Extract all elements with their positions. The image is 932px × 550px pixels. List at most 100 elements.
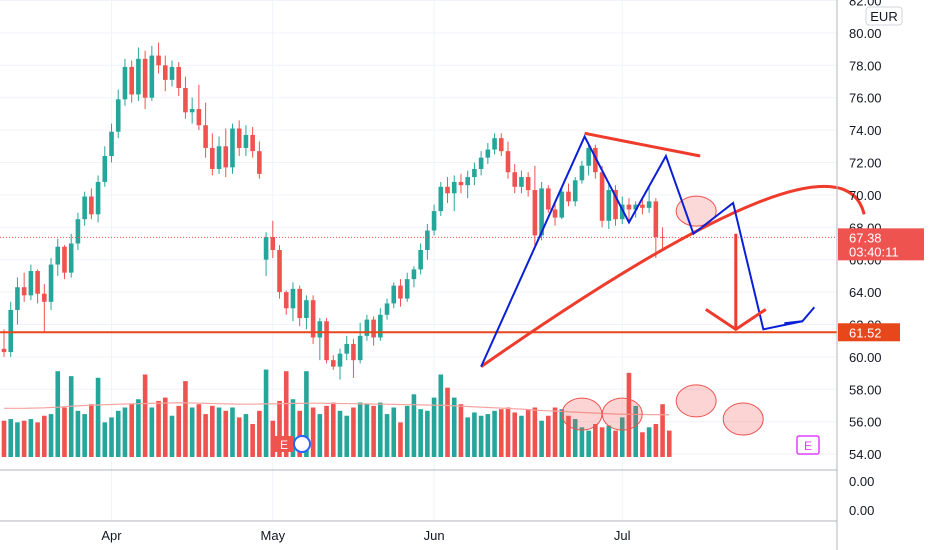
candle-body: [613, 190, 618, 220]
earnings-marker[interactable]: E: [796, 435, 820, 455]
candle-body: [75, 219, 81, 244]
volume-bar: [48, 414, 54, 457]
volume-bar: [498, 409, 504, 457]
volume-bar: [606, 425, 612, 457]
volume-bar: [378, 402, 383, 457]
volume-bar: [357, 402, 363, 457]
volume-bar: [646, 427, 652, 457]
volume-bar: [586, 430, 591, 457]
volume-bar: [505, 407, 511, 457]
candle-body: [102, 156, 108, 182]
candle-body: [129, 66, 134, 95]
earnings-flag-label: E: [280, 438, 288, 452]
volume-highlight-circle: [601, 397, 643, 431]
volume-bar: [8, 419, 14, 457]
candle-body: [236, 128, 242, 148]
y-tick-label: 64.00: [849, 285, 882, 300]
candle-body: [418, 249, 423, 270]
y-tick-label: 72.00: [849, 156, 882, 171]
volume-bar: [283, 371, 289, 457]
volume-bar: [1, 420, 7, 457]
candle-body: [89, 196, 94, 215]
candle-body: [431, 211, 437, 231]
candle-body: [55, 246, 61, 265]
candle-body: [619, 204, 625, 220]
volume-bar: [404, 405, 410, 457]
dividend-icon: [293, 435, 311, 453]
candle-body: [142, 58, 148, 98]
currency-badge-box: [865, 6, 903, 26]
candles: [1, 42, 665, 380]
candle-body: [250, 134, 255, 152]
shoulder-line: [584, 131, 701, 158]
candle-body: [330, 360, 336, 367]
x-tick-label: Jul: [614, 528, 631, 543]
candle-body: [277, 249, 282, 293]
currency-badge[interactable]: EUR: [865, 6, 903, 26]
volume-bar: [572, 419, 578, 457]
candle-body: [317, 321, 323, 338]
target-arrow-head: [704, 308, 767, 332]
candle-body: [149, 55, 155, 98]
candle-body: [371, 319, 376, 338]
candle-body: [35, 271, 40, 294]
volume-bar: [35, 422, 40, 457]
volume-bar: [593, 424, 598, 457]
volume-bar: [425, 410, 430, 457]
volume-bar: [257, 410, 262, 457]
volume-bar: [539, 420, 544, 457]
volume-bar: [492, 410, 497, 457]
candle-body: [216, 146, 222, 169]
candle-body: [539, 188, 544, 236]
volume-bar: [75, 410, 81, 457]
candle-body: [492, 138, 497, 150]
candle-body: [109, 131, 114, 157]
candle-body: [478, 157, 484, 169]
candle-body: [136, 58, 141, 95]
candle-body: [210, 147, 215, 169]
support-price-label: 61.52: [849, 325, 882, 340]
candle-body: [660, 237, 665, 239]
volume-bar: [169, 415, 175, 457]
earnings-flag-icon[interactable]: E: [274, 435, 311, 453]
volume-bar: [15, 422, 20, 457]
volume-bar: [398, 422, 403, 457]
candle-body: [512, 172, 518, 187]
volume-bar: [223, 410, 229, 457]
candle-body: [203, 125, 208, 148]
x-tick-label: Jun: [424, 528, 445, 543]
volume-bar: [304, 371, 309, 457]
volume-bar: [666, 430, 672, 457]
volume-bar: [149, 407, 155, 457]
candle-body: [15, 287, 20, 310]
countdown-label: 03:40:11: [849, 244, 899, 259]
volume-bar: [653, 424, 659, 457]
candle-body: [290, 288, 296, 309]
candle-body: [384, 303, 390, 315]
volume-bar: [546, 415, 551, 457]
candle-body: [532, 190, 538, 236]
candle-body: [82, 196, 87, 220]
candle-body: [378, 314, 383, 338]
volume-bar: [277, 400, 282, 457]
volume-bar: [599, 427, 605, 457]
volume-bar: [391, 407, 397, 457]
candle-body: [243, 134, 249, 148]
volume-bar: [364, 404, 370, 457]
pattern-annotations: [0, 131, 866, 436]
y-tick-label: 56.00: [849, 415, 882, 430]
candle-body: [257, 151, 262, 174]
volume-bar: [82, 414, 87, 457]
volume-bar: [472, 412, 477, 457]
volume-bar: [451, 397, 457, 457]
candle-body: [48, 264, 54, 302]
candle-body: [498, 138, 504, 152]
volume-tick-label: 0.00: [849, 474, 874, 489]
volume-highlight-circle: [675, 384, 717, 418]
candle-body: [572, 180, 578, 202]
volume-bar: [411, 394, 417, 457]
volume-bar: [619, 417, 625, 457]
volume-bar: [290, 399, 296, 457]
candle-body: [519, 177, 524, 187]
